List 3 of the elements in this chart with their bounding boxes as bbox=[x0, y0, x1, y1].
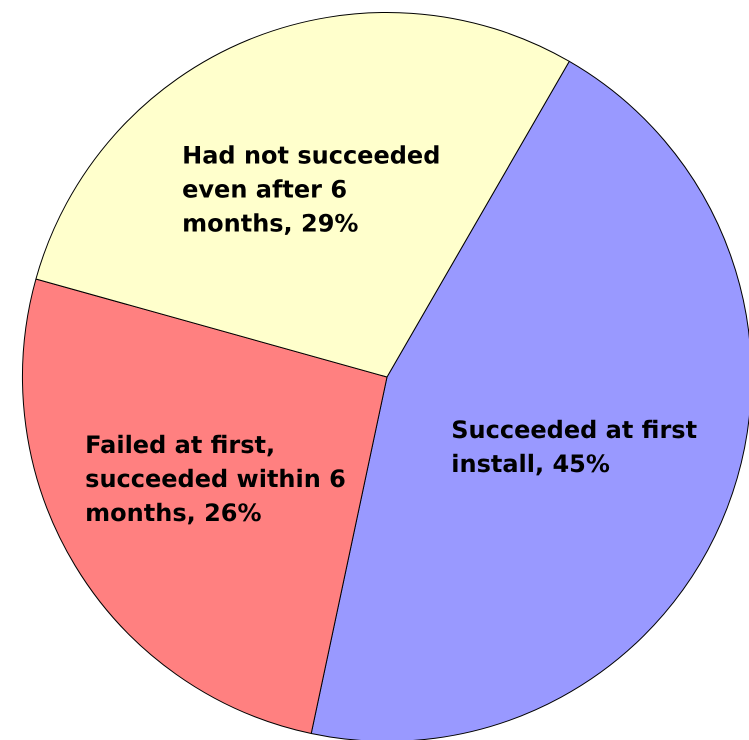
slice-label: Succeeded at first install, 45% bbox=[451, 416, 698, 478]
slice-label: Had not succeeded even after 6 months, 29% bbox=[182, 142, 440, 238]
slice-label: Failed at first, succeeded within 6 months, 26% bbox=[85, 431, 346, 528]
